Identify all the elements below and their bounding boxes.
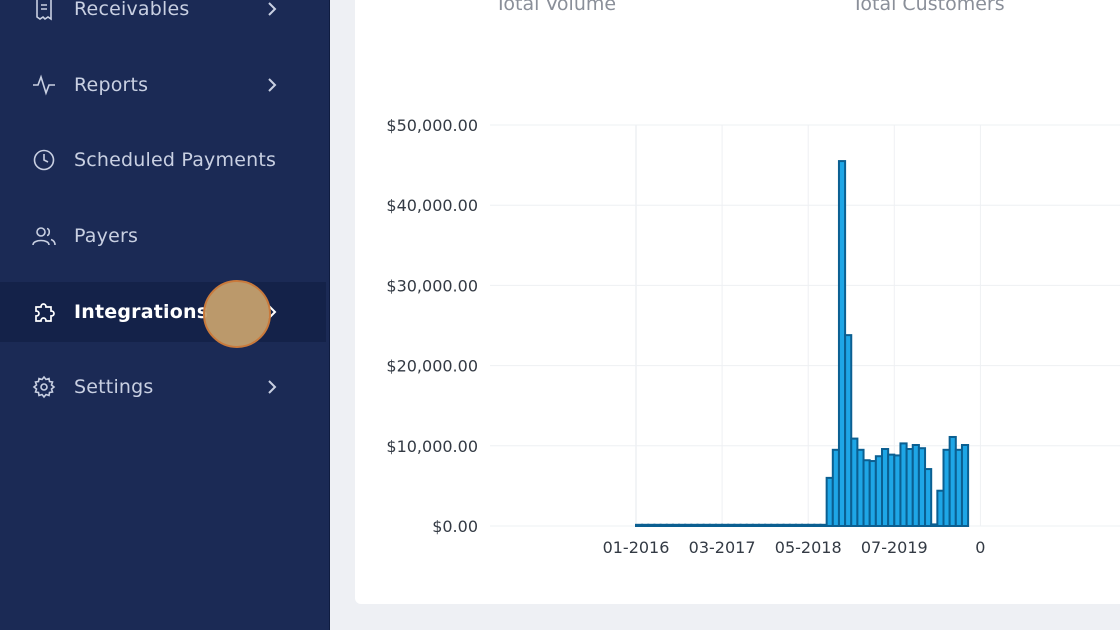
sidebar-item-label: Settings xyxy=(74,376,154,398)
chart-bar[interactable] xyxy=(924,468,933,528)
click-cursor-indicator xyxy=(203,280,271,348)
x-tick-label: 03-2017 xyxy=(689,538,756,557)
sidebar-item-label: Integrations xyxy=(74,301,209,323)
sidebar: Receivables Reports Scheduled Payments P… xyxy=(0,0,330,630)
sidebar-item-receivables[interactable]: Receivables xyxy=(0,0,326,39)
activity-icon xyxy=(33,74,55,96)
dashboard-card: Total Volume Total Customers xyxy=(355,0,1120,604)
chevron-right-icon xyxy=(268,78,277,92)
chevron-right-icon xyxy=(268,2,277,16)
chevron-right-icon xyxy=(268,305,277,319)
sidebar-item-scheduled-payments[interactable]: Scheduled Payments xyxy=(0,130,326,190)
y-tick-label: $20,000.00 xyxy=(386,357,478,376)
sidebar-item-label: Scheduled Payments xyxy=(74,149,277,171)
chart-bar[interactable] xyxy=(844,334,853,527)
x-tick-label: 01-2016 xyxy=(603,538,670,557)
sidebar-item-label: Receivables xyxy=(74,0,190,20)
users-icon xyxy=(32,227,56,246)
y-tick-label: $30,000.00 xyxy=(386,276,478,295)
y-tick-label: $50,000.00 xyxy=(386,116,478,135)
sidebar-item-label: Payers xyxy=(74,225,139,247)
sidebar-item-integrations[interactable]: Integrations xyxy=(0,282,326,342)
chart-bar[interactable] xyxy=(960,443,970,527)
y-tick-label: $10,000.00 xyxy=(386,437,478,456)
sidebar-item-label: Reports xyxy=(74,74,149,96)
sidebar-item-payers[interactable]: Payers xyxy=(0,206,326,266)
total-volume-label: Total Volume xyxy=(495,0,617,15)
y-tick-label: $40,000.00 xyxy=(386,196,478,215)
clock-icon xyxy=(33,149,55,171)
y-tick-label: $0.00 xyxy=(432,517,478,536)
puzzle-icon xyxy=(35,303,55,322)
x-tick-label: 0 xyxy=(975,538,985,557)
receipt-icon xyxy=(36,0,52,21)
x-tick-label: 05-2018 xyxy=(775,538,842,557)
sidebar-item-reports[interactable]: Reports xyxy=(0,55,326,115)
x-tick-label: 07-2019 xyxy=(861,538,928,557)
gear-icon xyxy=(32,375,56,399)
sidebar-item-settings[interactable]: Settings xyxy=(0,357,326,417)
total-customers-label: Total Customers xyxy=(852,0,1005,15)
chevron-right-icon xyxy=(268,380,277,394)
